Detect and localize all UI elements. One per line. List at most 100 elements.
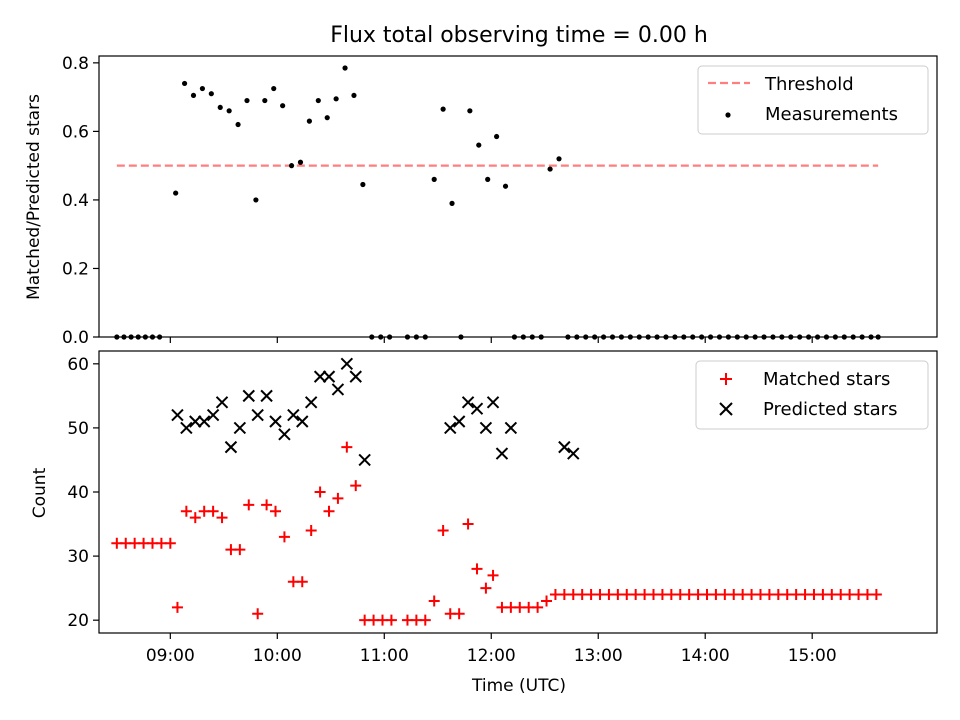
predicted-point (278, 428, 291, 441)
legend-matched-marker (720, 373, 732, 385)
matched-point (462, 518, 474, 530)
matched-point (341, 441, 353, 453)
measurement-point (449, 200, 455, 206)
matched-point (270, 505, 282, 517)
flux-legend-box (697, 65, 929, 135)
xtick-label: 13:00 (574, 646, 623, 666)
measurement-point (271, 85, 277, 92)
matched-point (480, 582, 492, 594)
legend-predicted-label: Predicted stars (763, 399, 897, 420)
flux-ytick-label: 0.4 (62, 191, 89, 211)
matched-point (487, 569, 499, 581)
predicted-point (444, 421, 457, 435)
flux-ytick-label: 0.8 (62, 54, 89, 74)
measurement-point (253, 197, 259, 203)
flux-points-layer (114, 65, 881, 340)
measurement-point (199, 85, 206, 92)
predicted-point (197, 415, 211, 428)
measurement-point (173, 190, 179, 196)
counts-ytick-label: 50 (67, 419, 89, 439)
predicted-point (567, 447, 580, 460)
counts-ytick-label: 30 (67, 547, 89, 567)
measurement-point (431, 176, 437, 182)
matched-point (419, 614, 431, 626)
counts-matched-layer (111, 441, 882, 626)
measurement-point (502, 183, 509, 189)
counts-xticks-layer: 09:00 10:00 11:00 12:00 13:00 14:00 15:00 (146, 633, 837, 666)
measurement-point (556, 156, 562, 162)
counts-y-axis-label: Count (30, 467, 50, 518)
x-axis-label: Time (UTC) (471, 676, 566, 696)
measurement-point (440, 106, 446, 112)
predicted-point (189, 415, 202, 428)
counts-legend: Matched stars Predicted stars (695, 360, 929, 430)
measurement-point (208, 91, 214, 97)
legend-measurements-marker (725, 112, 731, 118)
measurement-point (547, 166, 553, 172)
matched-point (296, 576, 308, 588)
predicted-point (233, 421, 247, 435)
predicted-point (486, 396, 500, 409)
predicted-point (251, 408, 264, 422)
flux-y-axis-label: Matched/Predicted stars (24, 94, 44, 300)
xtick-label: 10:00 (253, 646, 302, 666)
measurement-point (360, 181, 366, 188)
predicted-point (287, 408, 300, 422)
predicted-point (171, 408, 184, 422)
counts-plot-frame (98, 350, 938, 634)
matched-point (471, 563, 483, 575)
flux-plot-frame (98, 55, 938, 338)
legend-threshold-label: Threshold (764, 74, 854, 95)
legend-matched-label: Matched stars (763, 369, 890, 390)
predicted-point (504, 421, 518, 435)
measurement-point (280, 103, 286, 109)
matched-point (437, 524, 449, 536)
measurement-point (333, 96, 339, 102)
measurement-point (235, 121, 241, 128)
measurement-point (297, 159, 304, 165)
matched-point (305, 524, 317, 536)
counts-yticks-layer: 20 30 40 50 60 (67, 355, 99, 631)
measurement-point (226, 108, 232, 114)
counts-ytick-label: 20 (67, 611, 89, 631)
measurement-point (306, 118, 312, 124)
flux-legend: Threshold Measurements (697, 65, 929, 135)
matched-point (180, 505, 192, 517)
measurement-point (342, 65, 348, 71)
flux-ytick-label: 0.0 (62, 328, 89, 348)
flux-ytick-label: 0.6 (62, 122, 89, 142)
legend-predicted-marker (719, 402, 733, 416)
measurement-point (190, 92, 197, 99)
matched-point (870, 589, 882, 601)
predicted-point (224, 440, 238, 454)
counts-panel: 20 30 40 50 60 09:00 10:00 11:00 12:00 13:00 14:0… (30, 350, 938, 696)
measurement-point (494, 133, 500, 140)
predicted-point (340, 357, 354, 371)
predicted-point (331, 383, 345, 396)
measurement-point (467, 108, 473, 114)
predicted-point (304, 396, 318, 409)
matched-point (252, 608, 264, 620)
predicted-point (495, 447, 509, 460)
matched-point (350, 480, 362, 492)
measurement-point (217, 104, 223, 111)
predicted-point (296, 415, 309, 428)
measurement-point (485, 176, 491, 182)
predicted-point (558, 440, 571, 454)
legend-measurements-label: Measurements (765, 104, 898, 125)
matched-point (278, 531, 290, 543)
measurement-point (476, 142, 482, 148)
matched-point (234, 544, 246, 556)
predicted-point (180, 421, 193, 435)
predicted-point (242, 389, 255, 403)
predicted-point (461, 396, 475, 409)
matched-point (323, 505, 335, 517)
predicted-point (215, 396, 229, 409)
xtick-label: 09:00 (146, 646, 195, 666)
matched-point (453, 608, 465, 620)
predicted-point (269, 415, 282, 428)
counts-ytick-label: 40 (67, 483, 89, 503)
predicted-point (358, 453, 371, 467)
predicted-point (349, 370, 362, 383)
matched-point (332, 492, 344, 504)
